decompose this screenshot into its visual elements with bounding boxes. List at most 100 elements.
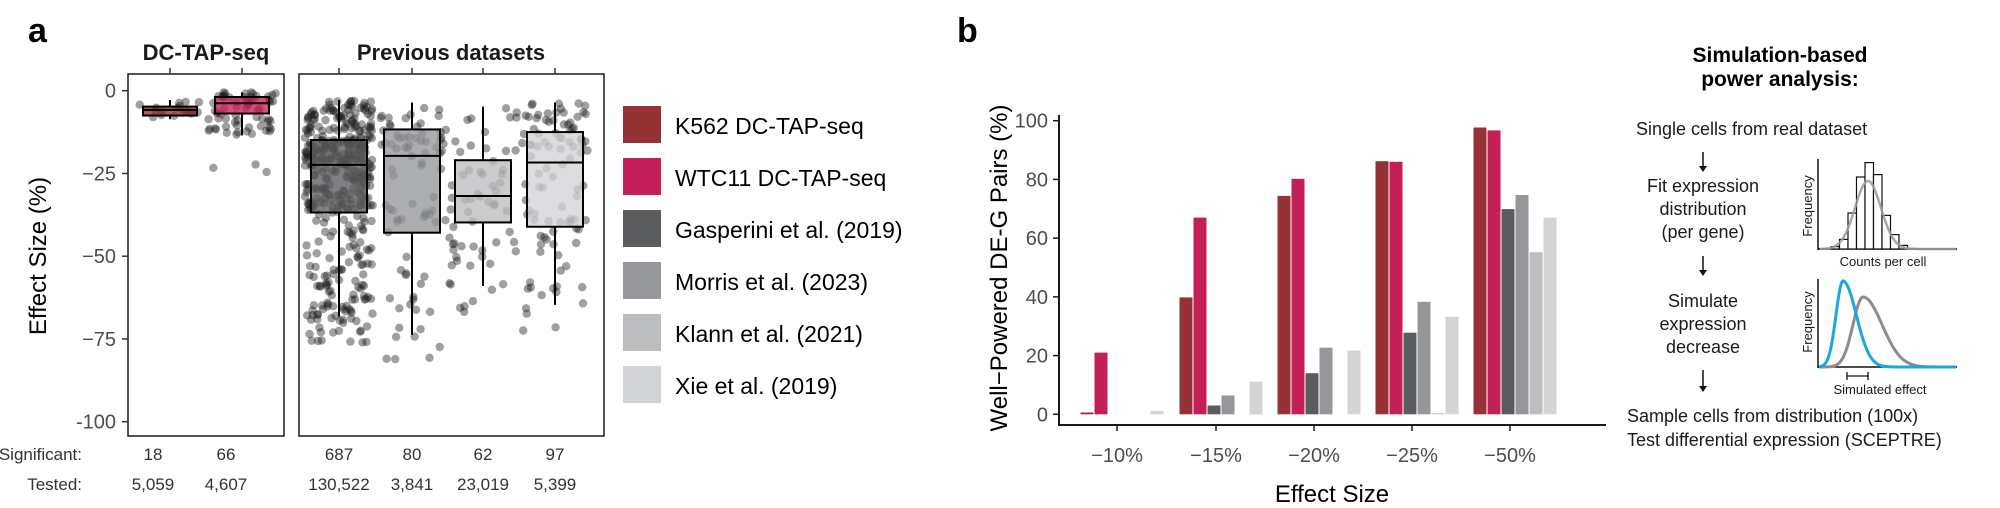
data-point <box>346 101 355 111</box>
data-point <box>459 307 469 317</box>
data-point <box>331 311 340 320</box>
boxplot-1 <box>214 92 270 136</box>
data-point <box>406 110 415 119</box>
data-point <box>350 122 360 131</box>
data-point <box>271 89 280 98</box>
data-point <box>360 98 369 108</box>
data-point <box>579 108 588 117</box>
data-point <box>492 238 501 247</box>
data-point <box>487 285 497 294</box>
data-point <box>301 125 311 134</box>
data-point <box>356 238 365 247</box>
data-point <box>556 104 566 113</box>
arrow-down-icon <box>1699 152 1707 172</box>
bar-wtc11-dc-tap-seq <box>1291 178 1305 415</box>
data-point <box>342 118 351 127</box>
x-tick-label-b: −15% <box>1190 445 1242 467</box>
data-point <box>360 295 369 304</box>
data-point <box>536 231 545 241</box>
data-point <box>352 121 361 130</box>
boxplot-2 <box>310 99 368 317</box>
data-point <box>447 193 457 203</box>
data-point <box>353 211 362 221</box>
histogram-ylabel: Frequency <box>1800 175 1815 237</box>
simulation-xlabel: Simulated effect <box>1834 382 1927 397</box>
data-point <box>512 113 521 122</box>
data-point <box>344 221 353 230</box>
data-point <box>511 146 520 155</box>
data-point <box>329 302 338 311</box>
data-point <box>569 123 578 132</box>
x-tick-label-b: −25% <box>1386 445 1438 467</box>
data-point <box>318 304 328 314</box>
data-point <box>359 270 368 279</box>
facet-frame-dctap <box>127 73 285 437</box>
data-point <box>526 283 535 292</box>
data-point <box>358 224 367 234</box>
data-point <box>449 245 458 255</box>
bar-wtc11-dc-tap-seq <box>1487 130 1501 415</box>
data-point <box>262 167 271 177</box>
tested-row-label: Tested: <box>27 475 82 494</box>
bar-klann-et-al-2021- <box>1529 252 1543 415</box>
data-point <box>527 100 536 110</box>
count-table: 18 5,059 66 4,607 687 130,522 80 3,841 62 23,019 9… <box>132 445 577 494</box>
data-point <box>303 129 313 138</box>
data-point <box>321 227 330 237</box>
y-tick-label-a: 0 <box>105 81 116 103</box>
data-point <box>512 108 521 117</box>
data-point <box>302 150 311 159</box>
data-point <box>312 216 321 225</box>
box <box>214 95 270 115</box>
data-point <box>244 123 254 132</box>
box <box>383 128 441 234</box>
data-point <box>396 266 406 275</box>
data-point <box>356 327 365 336</box>
data-point <box>305 329 314 339</box>
data-point <box>544 117 553 127</box>
data-point <box>353 253 362 262</box>
data-point <box>311 262 320 272</box>
data-point <box>321 115 330 125</box>
data-point <box>303 185 312 194</box>
data-point <box>441 216 450 225</box>
data-point <box>266 116 275 126</box>
data-point <box>320 272 329 281</box>
box <box>310 139 368 214</box>
diagram-step3-line3: decrease <box>1666 337 1740 357</box>
data-point <box>360 217 369 227</box>
data-point <box>345 305 354 314</box>
data-point <box>360 125 369 135</box>
data-point <box>327 291 336 300</box>
data-point <box>358 280 367 290</box>
data-point <box>537 291 546 300</box>
bar-k562-dc-tap-seq <box>1080 412 1094 415</box>
data-point <box>310 110 320 120</box>
data-point <box>324 287 334 296</box>
tested-count: 3,841 <box>391 475 434 494</box>
data-point <box>263 117 272 127</box>
data-point <box>324 97 334 107</box>
data-point <box>366 122 376 131</box>
effect-bracket-icon <box>1846 372 1869 380</box>
arrow-down-icon <box>1699 256 1707 276</box>
data-point <box>566 118 575 127</box>
facet-title-previous: Previous datasets <box>357 40 545 65</box>
bar-k562-dc-tap-seq <box>1179 297 1193 415</box>
data-point <box>349 226 358 235</box>
tested-count: 23,019 <box>457 475 509 494</box>
data-point <box>344 105 353 115</box>
legend-label: K562 DC-TAP-seq <box>675 113 864 139</box>
data-point <box>325 100 334 110</box>
data-point <box>447 261 456 270</box>
data-point <box>386 121 395 131</box>
data-point <box>335 316 344 325</box>
data-point <box>359 226 368 235</box>
data-point <box>352 316 361 326</box>
data-point <box>251 160 260 169</box>
data-point <box>358 338 367 347</box>
data-point <box>574 99 583 108</box>
data-point <box>304 113 313 123</box>
legend-swatch <box>623 158 661 195</box>
data-point <box>501 146 511 156</box>
